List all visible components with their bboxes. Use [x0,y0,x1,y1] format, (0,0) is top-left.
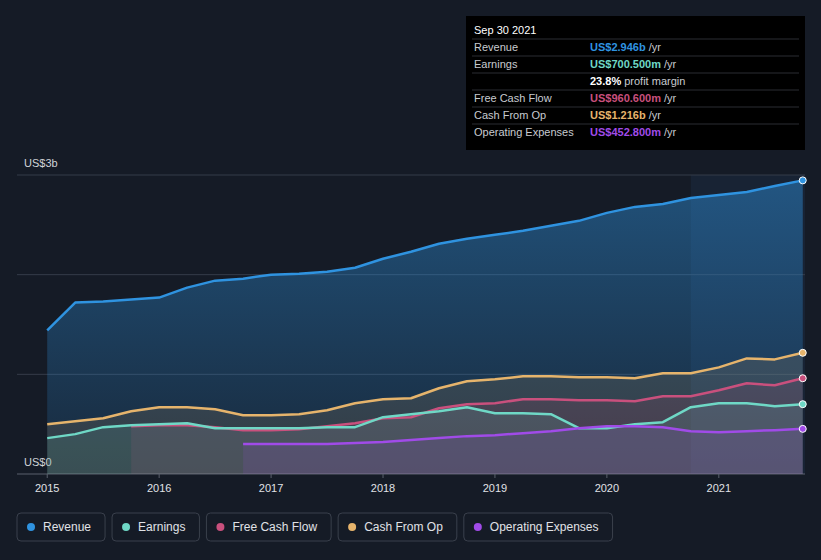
tooltip-label: Operating Expenses [474,126,574,138]
tooltip-unit: /yr [649,41,662,53]
x-tick [718,474,719,478]
tooltip-title: Sep 30 2021 [474,24,536,36]
legend-swatch [348,523,356,531]
series-line [47,180,803,330]
end-point [799,349,806,356]
legend-box [464,513,613,541]
legend-label: Cash From Op [364,520,443,534]
series-line [131,378,803,430]
legend-box [112,513,199,541]
tooltip-label: Earnings [474,58,518,70]
tooltip-separator [472,39,799,40]
x-tick [47,474,48,478]
plot-area [47,180,803,474]
tooltip-unit: /yr [664,126,677,138]
legend-box [338,513,457,541]
end-point [799,177,806,184]
tooltip-value: US$960.600m [590,92,661,104]
tooltip-box [466,16,805,150]
tooltip-value: 23.8% [590,75,621,87]
x-tick [159,474,160,478]
tooltip-label: Cash From Op [474,109,546,121]
legend-label: Free Cash Flow [232,520,317,534]
legend-swatch [474,523,482,531]
tooltip-value: US$452.800m [590,126,661,138]
end-point [799,425,806,432]
background [0,0,821,560]
x-tick-label: 2020 [595,482,619,494]
area-fill [47,353,803,474]
legend-item: Revenue [17,513,105,541]
x-tick-label: 2018 [371,482,395,494]
area-fill [47,403,803,474]
tooltip-separator [472,124,799,125]
series-line [243,426,803,444]
chart: US$0US$3b2015201620172018201920202021Sep… [0,0,821,560]
tooltip-unit: profit margin [624,75,685,87]
x-tick-label: 2021 [707,482,731,494]
legend-swatch [27,523,35,531]
grid-line [17,175,805,176]
x-tick [271,474,272,478]
legend-label: Earnings [138,520,185,534]
area-fill [243,426,803,474]
tooltip-value: US$1.216b [590,109,646,121]
legend-item: Free Cash Flow [206,513,331,541]
tooltip-separator [472,90,799,91]
x-tick-label: 2017 [259,482,283,494]
x-tick-label: 2015 [35,482,59,494]
legend-swatch [122,523,130,531]
legend-box [206,513,331,541]
tooltip-unit: /yr [664,58,677,70]
x-tick-label: 2019 [483,482,507,494]
area-fill [47,180,803,474]
x-tick-label: 2016 [147,482,171,494]
legend-swatch [216,523,224,531]
x-tick [383,474,384,478]
tooltip-separator [472,107,799,108]
tooltip-label: Revenue [474,41,518,53]
tooltip-value: US$2.946b [590,41,646,53]
y-tick-label: US$3b [24,157,58,169]
legend-item: Cash From Op [338,513,457,541]
tooltip-separator [472,73,799,74]
tooltip-label: Free Cash Flow [474,92,552,104]
tooltip-separator [472,56,799,57]
series-line [47,403,803,438]
legend-item: Operating Expenses [464,513,613,541]
end-point [799,401,806,408]
tooltip-unit: /yr [664,92,677,104]
x-tick [494,474,495,478]
legend-box [17,513,105,541]
legend-label: Operating Expenses [490,520,599,534]
legend-label: Revenue [43,520,91,534]
legend-item: Earnings [112,513,199,541]
tooltip-value: US$700.500m [590,58,661,70]
end-point [799,375,806,382]
x-tick [606,474,607,478]
tooltip-unit: /yr [649,109,662,121]
